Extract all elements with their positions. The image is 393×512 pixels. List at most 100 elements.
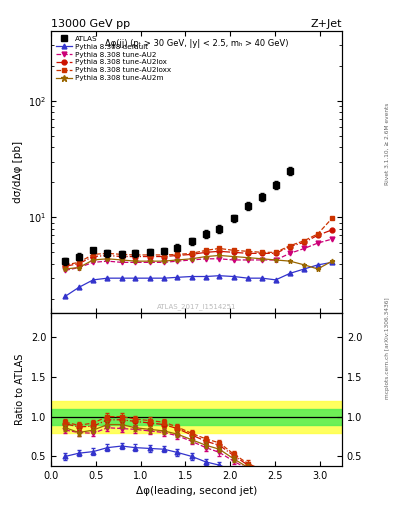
Pythia 8.308 tune-AU2m [217,252,222,259]
Pythia 8.308 tune-AU2 [147,259,152,265]
Y-axis label: Ratio to ATLAS: Ratio to ATLAS [15,354,25,425]
Pythia 8.308 tune-AU2lox [204,249,208,255]
Pythia 8.308 tune-AU2 [302,245,307,251]
Pythia 8.308 tune-AU2m [302,262,307,268]
Pythia 8.308 default [260,275,264,281]
Pythia 8.308 tune-AU2m [63,266,68,272]
Pythia 8.308 tune-AU2loxx [217,245,222,251]
Pythia 8.308 tune-AU2lox [175,252,180,259]
Pythia 8.308 tune-AU2m [162,258,166,264]
Pythia 8.308 tune-AU2 [316,240,320,246]
Pythia 8.308 tune-AU2loxx [175,251,180,258]
Text: ATLAS_2017_I1514251: ATLAS_2017_I1514251 [157,304,236,310]
Pythia 8.308 tune-AU2lox [77,261,81,267]
Pythia 8.308 tune-AU2loxx [302,238,307,244]
Pythia 8.308 tune-AU2loxx [189,250,194,257]
Pythia 8.308 tune-AU2loxx [204,247,208,253]
Pythia 8.308 tune-AU2loxx [105,250,110,257]
Pythia 8.308 tune-AU2lox [189,251,194,258]
Pythia 8.308 tune-AU2m [274,257,278,263]
Pythia 8.308 tune-AU2loxx [91,251,95,258]
Pythia 8.308 tune-AU2loxx [330,215,334,221]
Pythia 8.308 tune-AU2lox [91,253,95,260]
Pythia 8.308 tune-AU2lox [133,253,138,260]
Bar [51,401,342,433]
Pythia 8.308 tune-AU2 [260,257,264,263]
Pythia 8.308 tune-AU2lox [105,252,110,259]
Pythia 8.308 tune-AU2lox [274,250,278,257]
Pythia 8.308 tune-AU2m [189,255,194,262]
Pythia 8.308 tune-AU2lox [119,253,124,260]
Pythia 8.308 tune-AU2 [246,257,250,263]
Pythia 8.308 default [119,275,124,281]
Line: Pythia 8.308 tune-AU2: Pythia 8.308 tune-AU2 [63,237,334,273]
Pythia 8.308 tune-AU2loxx [162,252,166,258]
Pythia 8.308 tune-AU2 [162,259,166,265]
Pythia 8.308 default [217,272,222,279]
Pythia 8.308 tune-AU2 [91,259,95,265]
Pythia 8.308 default [105,275,110,281]
Pythia 8.308 tune-AU2loxx [63,262,68,268]
Pythia 8.308 tune-AU2loxx [316,231,320,237]
Pythia 8.308 default [204,273,208,280]
Pythia 8.308 default [302,266,307,272]
Pythia 8.308 tune-AU2lox [231,249,236,255]
Pythia 8.308 tune-AU2m [231,253,236,260]
Legend: ATLAS, Pythia 8.308 default, Pythia 8.308 tune-AU2, Pythia 8.308 tune-AU2lox, Py: ATLAS, Pythia 8.308 default, Pythia 8.30… [55,34,173,82]
Pythia 8.308 default [175,274,180,281]
Pythia 8.308 tune-AU2 [231,257,236,263]
Pythia 8.308 default [63,293,68,300]
Pythia 8.308 tune-AU2lox [288,244,292,250]
X-axis label: Δφ(leading, second jet): Δφ(leading, second jet) [136,486,257,496]
Text: Rivet 3.1.10, ≥ 2.6M events: Rivet 3.1.10, ≥ 2.6M events [385,102,390,184]
Pythia 8.308 tune-AU2 [204,255,208,262]
Pythia 8.308 tune-AU2m [77,265,81,271]
Pythia 8.308 tune-AU2 [63,267,68,273]
Pythia 8.308 tune-AU2lox [316,232,320,239]
Pythia 8.308 tune-AU2lox [246,250,250,257]
Pythia 8.308 tune-AU2m [204,253,208,260]
Pythia 8.308 tune-AU2m [91,257,95,263]
Pythia 8.308 tune-AU2m [133,258,138,264]
Pythia 8.308 tune-AU2 [288,250,292,257]
Pythia 8.308 default [77,284,81,290]
Pythia 8.308 tune-AU2m [288,258,292,264]
Pythia 8.308 tune-AU2loxx [274,249,278,255]
Text: 13000 GeV pp: 13000 GeV pp [51,18,130,29]
Text: Δφ(jj) (pₜ > 30 GeV, |y| < 2.5, mₕ > 40 GeV): Δφ(jj) (pₜ > 30 GeV, |y| < 2.5, mₕ > 40 … [105,39,288,48]
Pythia 8.308 default [288,270,292,276]
Pythia 8.308 tune-AU2 [119,259,124,265]
Pythia 8.308 tune-AU2loxx [133,252,138,258]
Pythia 8.308 tune-AU2 [189,257,194,263]
Pythia 8.308 default [162,275,166,281]
Pythia 8.308 tune-AU2loxx [77,259,81,265]
Pythia 8.308 tune-AU2lox [63,263,68,269]
Pythia 8.308 tune-AU2loxx [119,251,124,258]
Bar [51,409,342,424]
Pythia 8.308 tune-AU2lox [302,239,307,245]
Pythia 8.308 tune-AU2lox [217,248,222,254]
Pythia 8.308 tune-AU2m [260,255,264,262]
Pythia 8.308 tune-AU2loxx [288,243,292,249]
Pythia 8.308 tune-AU2m [330,258,334,264]
Pythia 8.308 tune-AU2lox [260,250,264,257]
Pythia 8.308 default [316,262,320,268]
Pythia 8.308 default [189,273,194,280]
Pythia 8.308 default [246,275,250,281]
Text: Z+Jet: Z+Jet [310,18,342,29]
Pythia 8.308 default [133,275,138,281]
Pythia 8.308 tune-AU2 [77,265,81,271]
Text: mcplots.cern.ch [arXiv:1306.3436]: mcplots.cern.ch [arXiv:1306.3436] [385,297,390,399]
Pythia 8.308 tune-AU2loxx [231,247,236,253]
Pythia 8.308 tune-AU2 [330,236,334,242]
Y-axis label: dσ/dΔφ [pb]: dσ/dΔφ [pb] [13,141,22,203]
Pythia 8.308 tune-AU2 [105,258,110,264]
Pythia 8.308 tune-AU2m [119,257,124,263]
Pythia 8.308 tune-AU2 [133,259,138,265]
Pythia 8.308 default [147,275,152,281]
Pythia 8.308 tune-AU2m [147,258,152,264]
Pythia 8.308 tune-AU2loxx [260,249,264,255]
Pythia 8.308 tune-AU2 [274,257,278,263]
Line: Pythia 8.308 tune-AU2loxx: Pythia 8.308 tune-AU2loxx [63,216,334,267]
Pythia 8.308 tune-AU2lox [147,253,152,260]
